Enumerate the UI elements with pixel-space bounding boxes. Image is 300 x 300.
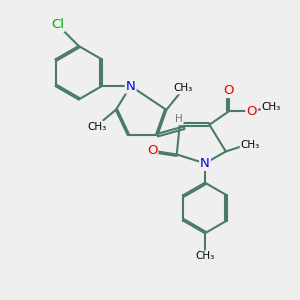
Text: O: O: [224, 84, 234, 97]
Text: O: O: [246, 105, 257, 118]
Text: O: O: [147, 144, 157, 158]
Text: CH₃: CH₃: [195, 251, 214, 261]
Text: Cl: Cl: [51, 18, 64, 31]
Text: CH₃: CH₃: [262, 102, 281, 112]
Text: CH₃: CH₃: [88, 122, 107, 132]
Text: N: N: [126, 80, 136, 93]
Text: N: N: [200, 157, 210, 170]
Text: CH₃: CH₃: [173, 83, 192, 94]
Text: H: H: [175, 114, 183, 124]
Text: CH₃: CH₃: [241, 140, 260, 150]
